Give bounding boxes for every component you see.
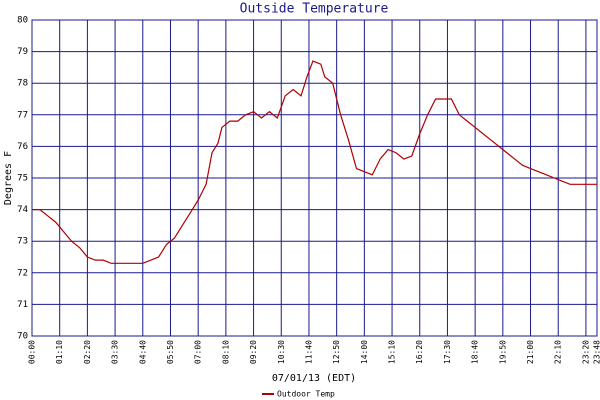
x-tick-label: 08:10 [221,340,230,364]
y-tick-label: 73 [17,237,28,247]
x-tick-label: 23:20 [581,340,590,364]
x-tick-label: 03:30 [111,340,120,364]
x-tick-label: 02:20 [83,340,92,364]
y-tick-label: 78 [17,79,28,89]
x-tick-label: 01:10 [55,340,64,364]
x-tick-label: 10:30 [277,340,286,364]
x-tick-label: 16:20 [415,340,424,364]
x-tick-label: 15:10 [388,340,397,364]
x-tick-label: 22:10 [554,340,563,364]
x-tick-label: 18:40 [471,340,480,364]
x-tick-label: 19:50 [498,340,507,364]
x-tick-label: 23:48 [593,340,600,364]
chart-title: Outside Temperature [240,2,389,17]
y-tick-label: 71 [17,300,28,310]
y-tick-label: 70 [17,332,28,342]
x-tick-label: 09:20 [249,340,258,364]
x-tick-label: 00:00 [28,340,37,364]
y-tick-label: 74 [17,205,28,215]
x-tick-label: 14:00 [360,340,369,364]
x-tick-label: 04:40 [138,340,147,364]
y-tick-label: 80 [17,16,28,26]
y-tick-label: 72 [17,268,28,278]
data-line [32,60,597,264]
y-axis-label: Degrees F [3,151,14,205]
x-axis-label: 07/01/13 (EDT) [272,373,356,384]
y-tick-label: 75 [17,174,28,184]
x-tick-label: 05:50 [166,340,175,364]
y-tick-label: 77 [17,110,28,120]
x-tick-label: 21:00 [526,340,535,364]
x-tick-label: 12:50 [332,340,341,364]
x-tick-label: 11:40 [304,340,313,364]
x-tick-label: 07:00 [194,340,203,364]
y-tick-label: 76 [17,142,28,152]
x-tick-label: 17:30 [443,340,452,364]
y-tick-label: 79 [17,47,28,57]
legend-label: Outdoor Temp [277,390,335,399]
